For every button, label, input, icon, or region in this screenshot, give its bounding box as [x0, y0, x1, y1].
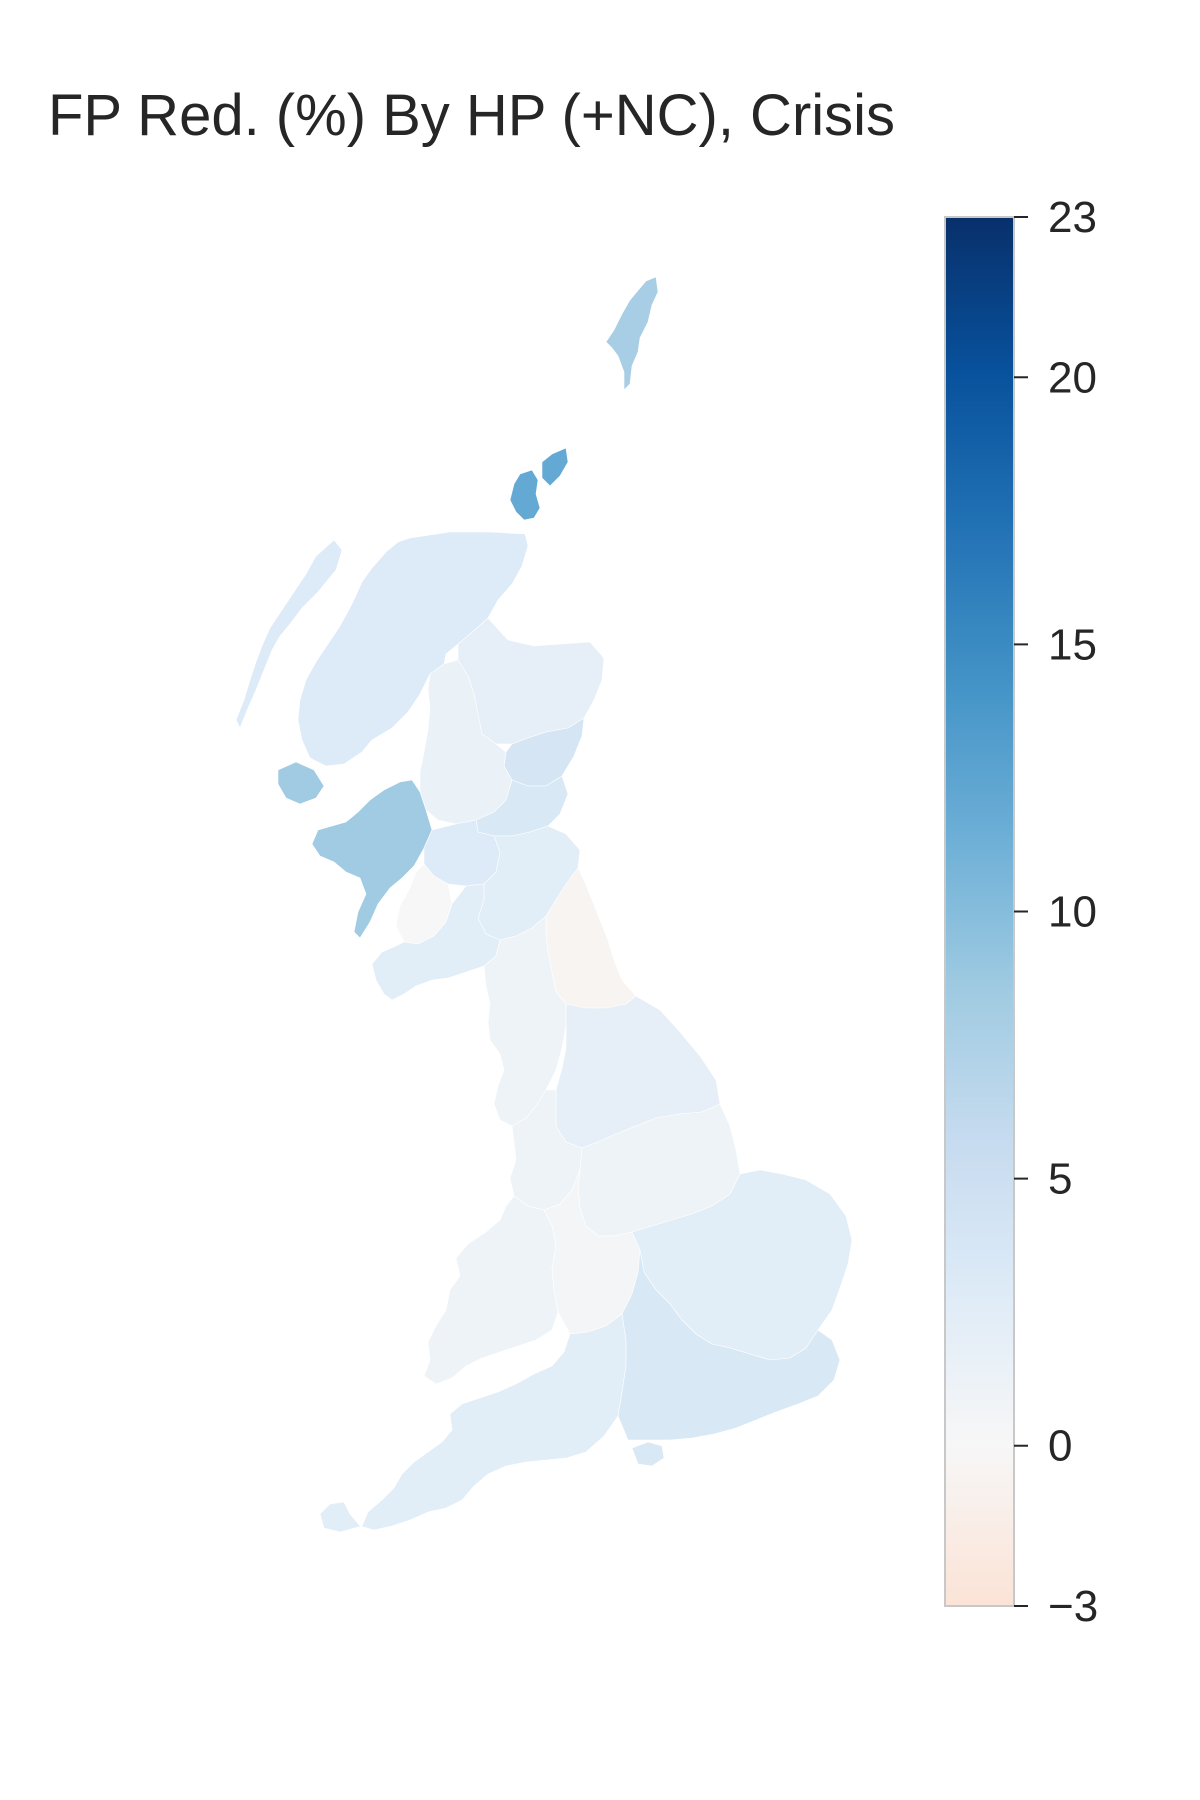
region-western-isles[interactable]	[235, 539, 343, 729]
colorbar-tick-label: −3	[1048, 1582, 1098, 1631]
map-regions	[235, 276, 853, 1533]
region-south-west-england[interactable]	[319, 1313, 627, 1533]
region-south-east-england[interactable]	[617, 1249, 841, 1441]
region-dumfries-galloway[interactable]	[371, 883, 501, 1001]
region-highland[interactable]	[297, 531, 529, 767]
region-isle-of-wight[interactable]	[631, 1441, 665, 1467]
colorbar-gradient	[944, 216, 1015, 1607]
colorbar-tick-label: 20	[1048, 353, 1097, 402]
colorbar-tick-label: 0	[1048, 1422, 1072, 1471]
region-cumbria-lancashire[interactable]	[483, 915, 567, 1127]
colorbar: 23 20 15 10 5 0 −3	[944, 193, 1098, 1631]
page-title: FP Red. (%) By HP (+NC), Crisis	[48, 83, 896, 148]
colorbar-tick-label: 15	[1048, 620, 1097, 669]
region-orkney[interactable]	[509, 447, 569, 521]
colorbar-tick-label: 5	[1048, 1155, 1072, 1204]
region-wales[interactable]	[423, 1195, 559, 1385]
region-shetland[interactable]	[605, 276, 659, 391]
colorbar-tick-label: 10	[1048, 888, 1097, 937]
colorbar-tick-label: 23	[1048, 193, 1097, 242]
region-argyll-bute[interactable]	[277, 761, 433, 939]
colorbar-ticks: 23 20 15 10 5 0 −3	[1014, 193, 1098, 1631]
